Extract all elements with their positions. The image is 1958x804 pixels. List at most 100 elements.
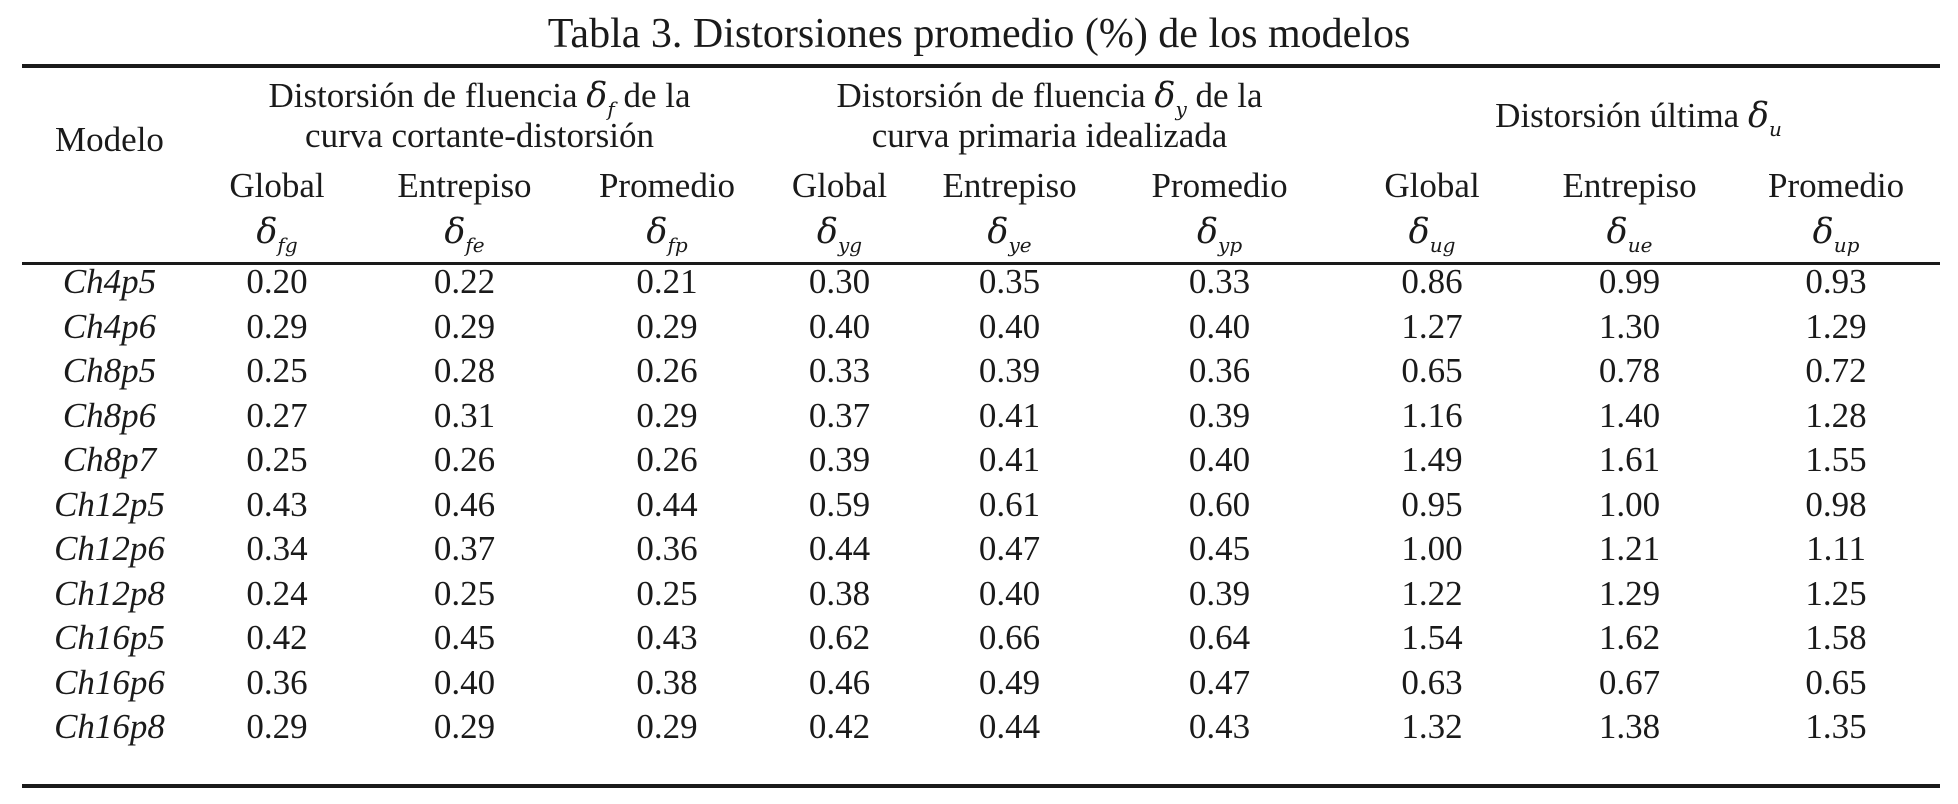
value-cell: 0.38 bbox=[636, 662, 698, 702]
value-cell: 0.61 bbox=[978, 484, 1041, 524]
value-cell: 1.00 bbox=[1401, 529, 1463, 569]
value-cell: 0.25 bbox=[636, 573, 698, 613]
value-cell: 1.16 bbox=[1401, 395, 1463, 435]
value-cell: 1.40 bbox=[1598, 395, 1661, 435]
table-row: Ch12p8 0.24 0.25 0.25 0.38 0.40 0.39 1.22 1.29 1.… bbox=[22, 572, 1940, 617]
value-cell: 0.33 bbox=[808, 351, 871, 391]
value-cell: 0.29 bbox=[246, 707, 308, 747]
model-column-header: Modelo bbox=[55, 120, 164, 159]
table-row: Ch8p5 0.25 0.28 0.26 0.33 0.39 0.36 0.65 0.78 0.7… bbox=[22, 349, 1940, 394]
value-cell: 0.67 bbox=[1598, 662, 1661, 702]
value-cell: 0.46 bbox=[433, 484, 496, 524]
value-cell: 0.40 bbox=[1188, 306, 1251, 346]
group-header-yield-shear: Distorsión de fluencia δf de la curva co… bbox=[197, 70, 762, 162]
value-cell: 0.59 bbox=[808, 484, 871, 524]
value-cell: 0.62 bbox=[808, 618, 871, 658]
symbol-header: δup bbox=[1812, 212, 1860, 257]
value-cell: 1.38 bbox=[1598, 707, 1661, 747]
symbol-header: δfe bbox=[444, 212, 485, 257]
symbol-header: δyp bbox=[1196, 212, 1243, 257]
value-cell: 0.43 bbox=[636, 618, 698, 658]
value-cell: 0.22 bbox=[433, 262, 496, 302]
group-header-text: de la bbox=[614, 76, 691, 115]
value-cell: 0.35 bbox=[978, 262, 1041, 302]
value-cell: 1.27 bbox=[1401, 306, 1463, 346]
value-cell: 1.30 bbox=[1598, 306, 1661, 346]
delta-symbol: δf bbox=[586, 76, 615, 121]
value-cell: 0.44 bbox=[808, 529, 871, 569]
subcolumn-header: Entrepiso bbox=[942, 166, 1077, 205]
value-cell: 0.66 bbox=[978, 618, 1041, 658]
distortion-table: Modelo Distorsión de fluencia δf de la c… bbox=[22, 70, 1940, 750]
group-header-text: curva primaria idealizada bbox=[871, 116, 1228, 155]
value-cell: 0.99 bbox=[1598, 262, 1661, 302]
value-cell: 1.54 bbox=[1401, 618, 1463, 658]
delta-symbol: δy bbox=[1154, 76, 1187, 121]
table-row: Ch12p5 0.43 0.46 0.44 0.59 0.61 0.60 0.95 1.00 0.… bbox=[22, 483, 1940, 528]
value-cell: 0.63 bbox=[1401, 662, 1463, 702]
value-cell: 0.43 bbox=[1188, 707, 1251, 747]
value-cell: 1.62 bbox=[1598, 618, 1661, 658]
value-cell: 0.36 bbox=[246, 662, 308, 702]
value-cell: 1.49 bbox=[1401, 440, 1463, 480]
value-cell: 1.29 bbox=[1805, 306, 1867, 346]
group-header-text: Distorsión última bbox=[1495, 96, 1748, 135]
group-header-yield-idealized: Distorsión de fluencia δy de la curva pr… bbox=[762, 70, 1337, 162]
model-name-cell: Ch16p6 bbox=[54, 662, 165, 702]
model-name-cell: Ch8p5 bbox=[62, 351, 157, 391]
value-cell: 0.29 bbox=[636, 395, 698, 435]
table-row: Ch16p6 0.36 0.40 0.38 0.46 0.49 0.47 0.63 0.67 0.… bbox=[22, 661, 1940, 706]
value-cell: 0.60 bbox=[1188, 484, 1251, 524]
value-cell: 0.64 bbox=[1188, 618, 1251, 658]
value-cell: 0.29 bbox=[433, 707, 496, 747]
value-cell: 0.43 bbox=[246, 484, 308, 524]
value-cell: 0.42 bbox=[246, 618, 308, 658]
value-cell: 1.61 bbox=[1598, 440, 1661, 480]
value-cell: 0.27 bbox=[246, 395, 308, 435]
value-cell: 0.25 bbox=[246, 351, 308, 391]
value-cell: 0.25 bbox=[246, 440, 308, 480]
value-cell: 0.45 bbox=[433, 618, 496, 658]
value-cell: 0.86 bbox=[1401, 262, 1463, 302]
value-cell: 0.98 bbox=[1805, 484, 1867, 524]
value-cell: 0.49 bbox=[978, 662, 1041, 702]
subcolumn-header: Global bbox=[1384, 166, 1480, 205]
value-cell: 0.41 bbox=[978, 395, 1041, 435]
value-cell: 0.36 bbox=[1188, 351, 1251, 391]
group-header-text: Distorsión de fluencia bbox=[836, 76, 1155, 115]
value-cell: 1.22 bbox=[1401, 573, 1463, 613]
subcolumn-header: Promedio bbox=[598, 166, 736, 205]
value-cell: 0.29 bbox=[433, 306, 496, 346]
model-name-cell: Ch12p5 bbox=[54, 484, 165, 524]
value-cell: 0.29 bbox=[636, 306, 698, 346]
empty-header-cell bbox=[22, 210, 197, 260]
top-rule bbox=[22, 64, 1940, 68]
value-cell: 0.31 bbox=[433, 395, 496, 435]
value-cell: 0.39 bbox=[978, 351, 1041, 391]
value-cell: 0.41 bbox=[978, 440, 1041, 480]
value-cell: 0.26 bbox=[433, 440, 496, 480]
value-cell: 1.28 bbox=[1805, 395, 1867, 435]
value-cell: 0.39 bbox=[808, 440, 871, 480]
model-name-cell: Ch16p8 bbox=[54, 707, 165, 747]
value-cell: 0.40 bbox=[1188, 440, 1251, 480]
model-name-cell: Ch12p8 bbox=[54, 573, 165, 613]
value-cell: 1.58 bbox=[1805, 618, 1867, 658]
value-cell: 0.65 bbox=[1401, 351, 1463, 391]
value-cell: 0.47 bbox=[978, 529, 1041, 569]
value-cell: 0.65 bbox=[1805, 662, 1867, 702]
subcolumn-header: Global bbox=[791, 166, 888, 205]
value-cell: 0.37 bbox=[433, 529, 496, 569]
value-cell: 0.36 bbox=[636, 529, 698, 569]
value-cell: 0.44 bbox=[636, 484, 698, 524]
table-header: Modelo Distorsión de fluencia δf de la c… bbox=[22, 70, 1940, 260]
symbol-header: δfg bbox=[256, 212, 298, 257]
value-cell: 0.40 bbox=[808, 306, 871, 346]
value-cell: 0.26 bbox=[636, 351, 698, 391]
symbol-header: δug bbox=[1408, 212, 1456, 257]
value-cell: 1.00 bbox=[1598, 484, 1661, 524]
value-cell: 0.93 bbox=[1805, 262, 1867, 302]
subcolumn-header: Promedio bbox=[1151, 166, 1288, 205]
value-cell: 0.29 bbox=[246, 306, 308, 346]
